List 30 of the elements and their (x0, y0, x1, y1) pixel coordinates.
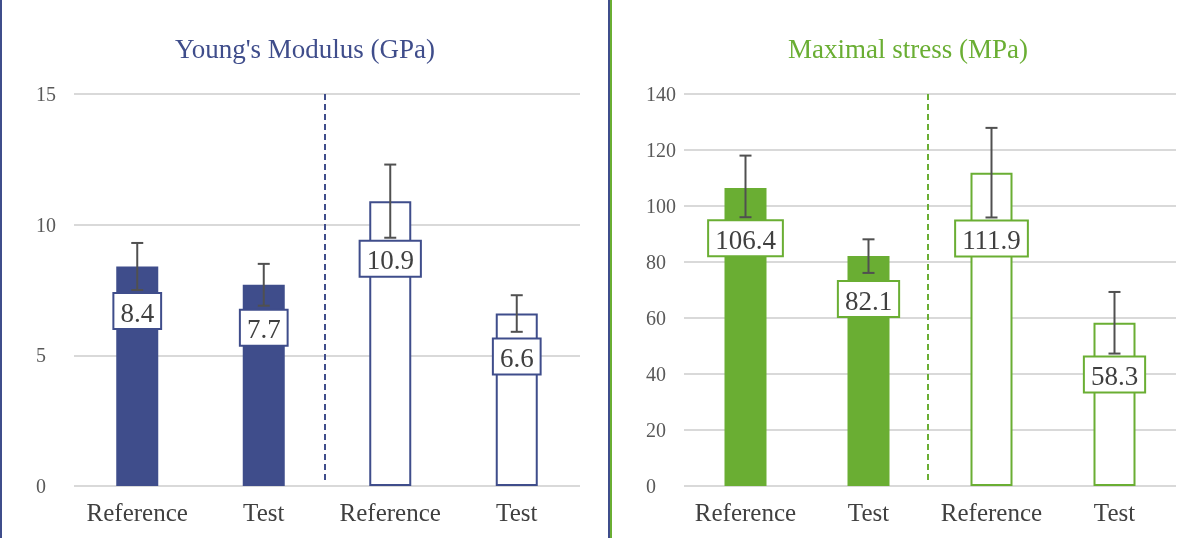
chart-title: Maximal stress (MPa) (788, 33, 1028, 64)
y-tick-label: 60 (646, 307, 666, 329)
y-tick-label: 5 (36, 344, 46, 367)
chart-title: Young's Modulus (GPa) (174, 33, 436, 64)
y-tick-label: 15 (36, 83, 56, 105)
data-label: 7.7 (246, 314, 281, 345)
data-label: 6.6 (499, 343, 534, 374)
data-label: 10.9 (366, 245, 414, 276)
y-tick-label: 120 (646, 139, 676, 161)
y-tick-label: 0 (36, 475, 46, 497)
y-tick-label: 80 (646, 251, 666, 273)
x-tick-label: Reference (694, 499, 797, 526)
y-tick-label: 40 (646, 363, 666, 385)
y-tick-label: 100 (646, 195, 676, 217)
x-tick-label: Reference (940, 499, 1043, 526)
y-tick-label: 140 (646, 83, 676, 105)
data-label: 8.4 (120, 297, 155, 328)
data-label: 106.4 (715, 224, 777, 255)
y-tick-label: 20 (646, 419, 666, 441)
x-tick-label: Reference (86, 499, 188, 526)
x-tick-label: Reference (339, 499, 441, 526)
x-tick-label: Test (496, 499, 538, 526)
y-tick-label: 10 (36, 213, 56, 236)
data-label: 111.9 (962, 224, 1021, 255)
y-tick-label: 0 (646, 475, 656, 497)
x-tick-label: Test (1093, 499, 1136, 526)
data-label: 58.3 (1090, 361, 1139, 392)
x-tick-label: Test (847, 499, 890, 526)
data-label: 82.1 (844, 285, 893, 316)
x-tick-label: Test (243, 499, 285, 526)
